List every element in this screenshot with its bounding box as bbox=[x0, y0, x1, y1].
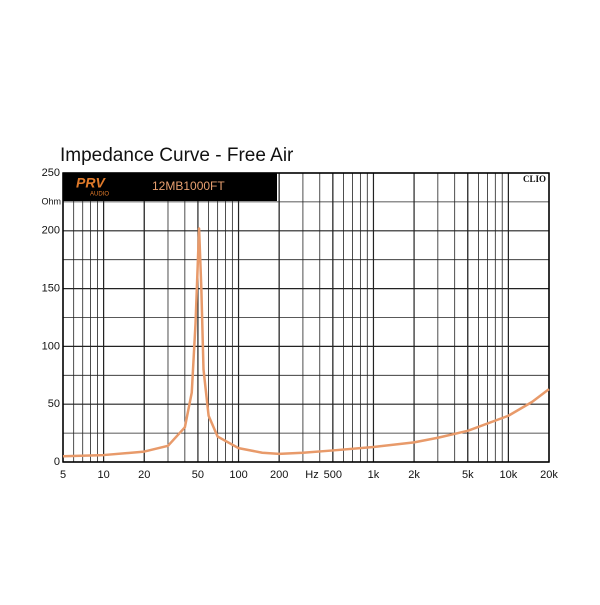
model: 12MB1000FT bbox=[152, 179, 225, 193]
brand: PRV bbox=[76, 175, 106, 191]
x-tick-label: 100 bbox=[229, 469, 247, 481]
x-tick-label: 500 bbox=[324, 469, 342, 481]
x-tick-label: 2k bbox=[408, 469, 420, 481]
logo-box bbox=[63, 173, 277, 201]
plot-frame bbox=[62, 172, 550, 463]
brand-sub: AUDIO bbox=[90, 192, 109, 198]
chart-title: Impedance Curve - Free Air bbox=[60, 145, 294, 166]
x-tick-label: 50 bbox=[192, 469, 204, 481]
x-tick-label: 20k bbox=[540, 469, 558, 481]
y-tick-label: 50 bbox=[48, 398, 60, 410]
x-axis-label: Hz bbox=[305, 469, 318, 481]
x-tick-label: 10k bbox=[500, 469, 518, 481]
x-tick-label: 20 bbox=[138, 469, 150, 481]
y-tick-label: 100 bbox=[42, 340, 60, 352]
y-axis-label: Ohm bbox=[41, 196, 61, 206]
x-tick-label: 200 bbox=[270, 469, 288, 481]
y-tick-label: 0 bbox=[54, 456, 60, 468]
x-tick-label: 5 bbox=[60, 469, 66, 481]
y-tick-label: 200 bbox=[42, 225, 60, 237]
corner-label: CLIO bbox=[523, 174, 546, 184]
y-tick-label: 150 bbox=[42, 283, 60, 295]
line-series bbox=[62, 227, 550, 458]
x-tick-label: 1k bbox=[368, 469, 380, 481]
x-tick-label: 5k bbox=[462, 469, 474, 481]
x-tick-label: 10 bbox=[97, 469, 109, 481]
y-label-bg bbox=[38, 196, 62, 208]
y-tick-label: 250 bbox=[42, 167, 60, 179]
